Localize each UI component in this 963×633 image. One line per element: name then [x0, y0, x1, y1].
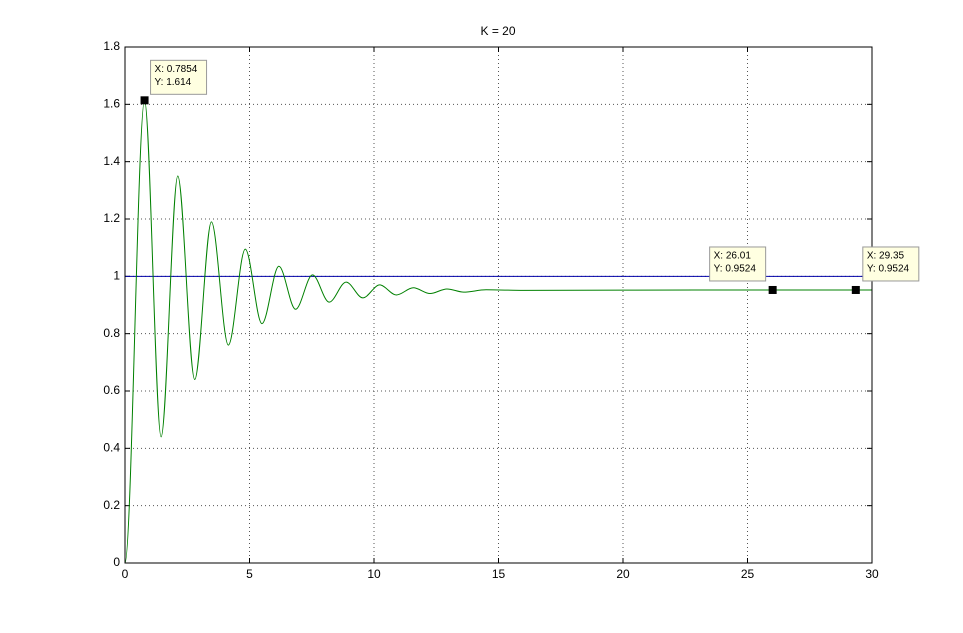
- y-tick-label: 1.4: [103, 154, 120, 168]
- series-line: [124, 99, 872, 564]
- data-tip: X: 26.01 Y: 0.9524: [709, 246, 767, 282]
- data-tip-marker: [140, 96, 149, 105]
- data-tip: X: 29.35 Y: 0.9524: [862, 246, 920, 282]
- data-tip-box: [862, 246, 920, 282]
- x-tick-label: 15: [492, 567, 506, 581]
- y-tick-label: 0.6: [103, 383, 120, 397]
- x-tick-label: 5: [246, 567, 253, 581]
- y-tick-label: 0: [113, 555, 120, 569]
- axes-box: [124, 46, 873, 564]
- data-tip-box: [709, 246, 767, 282]
- y-tick-label: 0.4: [103, 441, 120, 455]
- data-tip-text: X: 29.35: [867, 251, 905, 262]
- data-tip-text: Y: 0.9524: [867, 264, 910, 275]
- y-tick-label: 0.2: [103, 498, 120, 512]
- x-tick-label: 30: [865, 567, 879, 581]
- y-tick-label: 1.8: [103, 39, 120, 53]
- x-tick-label: 10: [367, 567, 381, 581]
- x-tick-label: 25: [741, 567, 755, 581]
- y-tick-label: 1.6: [103, 97, 120, 111]
- y-tick-label: 1.2: [103, 211, 120, 225]
- data-tip: X: 0.7854 Y: 1.614: [150, 59, 208, 95]
- data-tip-marker: [851, 285, 860, 294]
- data-tip-box: [150, 59, 208, 95]
- y-tick-label: 0.8: [103, 326, 120, 340]
- data-tip-text: Y: 0.9524: [714, 264, 757, 275]
- chart-title: K = 20: [480, 24, 515, 38]
- y-tick-label: 1: [113, 269, 120, 283]
- data-tip-text: X: 0.7854: [155, 64, 198, 75]
- plot-area: [125, 47, 872, 563]
- x-tick-label: 0: [122, 567, 129, 581]
- data-tip-marker: [768, 285, 777, 294]
- x-tick-label: 20: [616, 567, 630, 581]
- data-tip-text: X: 26.01: [714, 251, 752, 262]
- data-tip-text: Y: 1.614: [155, 77, 192, 88]
